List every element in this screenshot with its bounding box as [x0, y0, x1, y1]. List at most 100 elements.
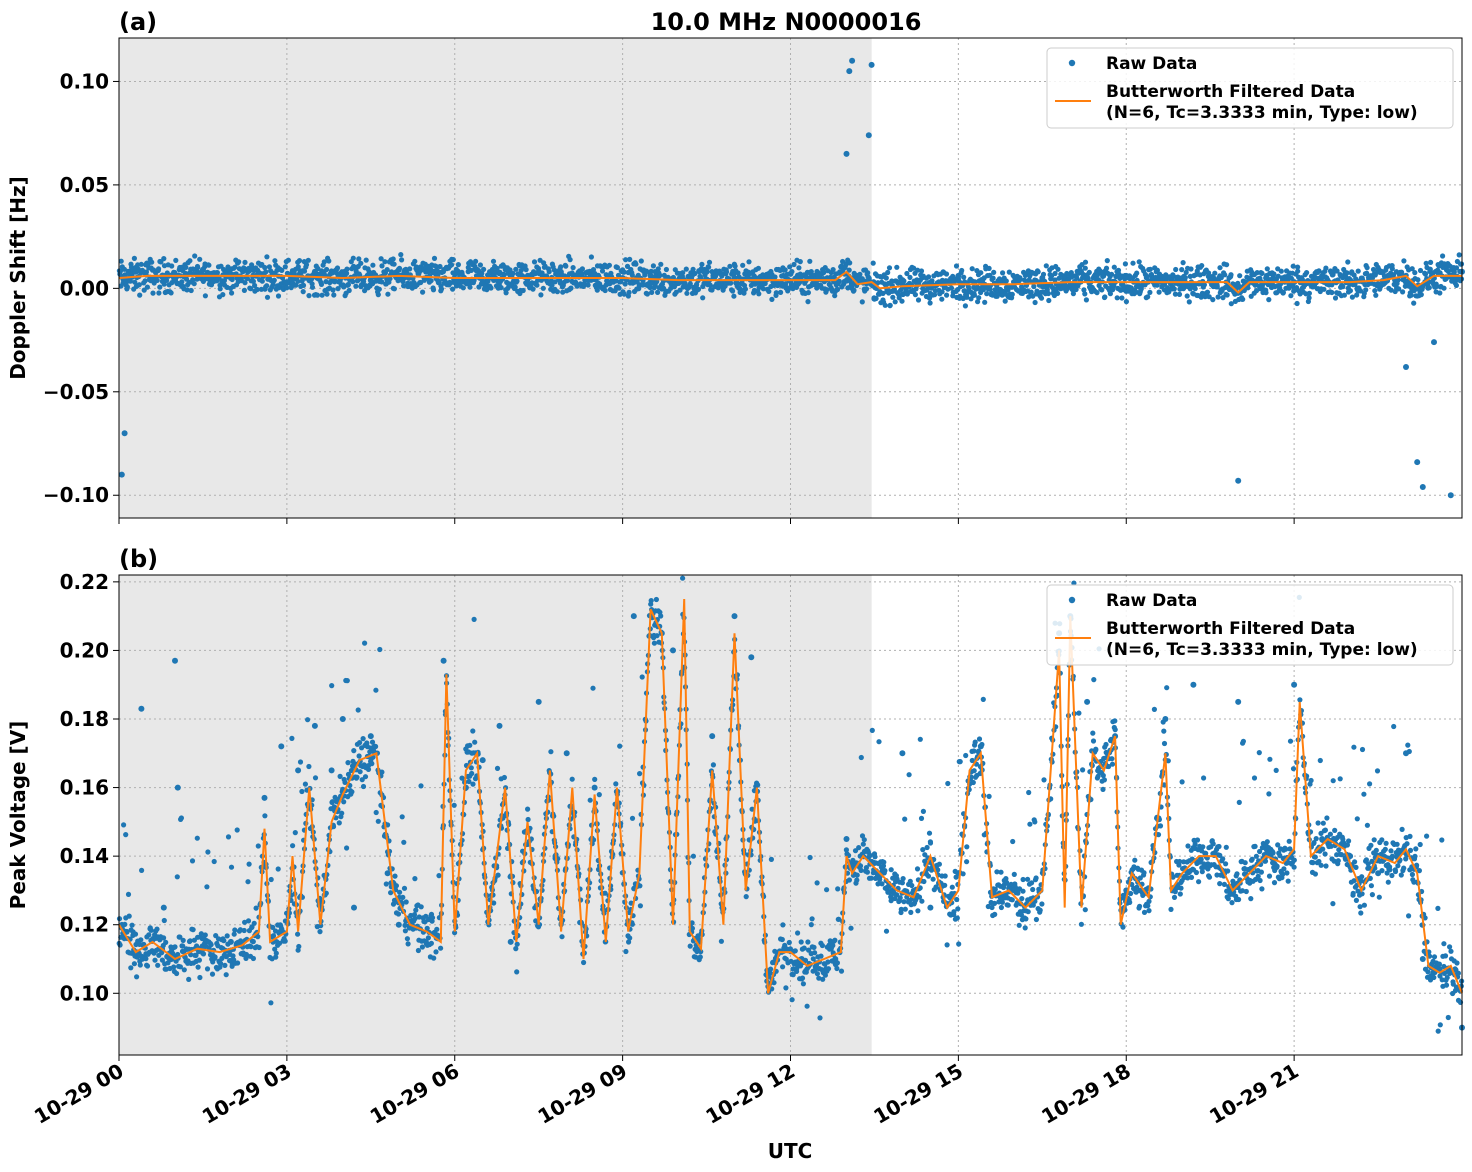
raw-data-point — [629, 921, 636, 927]
raw-data-point — [1401, 258, 1407, 264]
raw-data-point — [1228, 301, 1234, 307]
raw-data-point — [959, 267, 965, 274]
raw-data-point — [1239, 888, 1245, 894]
raw-data-point — [926, 830, 933, 836]
raw-data-point — [132, 268, 139, 275]
raw-data-point — [1091, 677, 1097, 683]
raw-data-point — [1043, 263, 1049, 269]
raw-data-point — [872, 854, 878, 860]
raw-data-point — [1423, 260, 1429, 266]
raw-data-point — [198, 931, 204, 937]
raw-data-point — [1165, 285, 1171, 291]
raw-data-point — [1156, 289, 1162, 295]
raw-data-point — [1204, 289, 1211, 295]
raw-data-point — [512, 284, 518, 290]
raw-data-point — [768, 856, 775, 863]
raw-data-point — [836, 278, 842, 284]
raw-data-point — [1345, 259, 1351, 265]
raw-data-point — [1025, 909, 1031, 915]
raw-data-point — [1210, 841, 1216, 847]
raw-data-point — [199, 266, 206, 273]
raw-data-point — [470, 781, 476, 787]
raw-data-point — [271, 277, 277, 283]
raw-data-point — [124, 284, 130, 290]
raw-data-point — [1161, 740, 1168, 747]
raw-data-point — [1349, 294, 1355, 300]
panel-a-x-ticks — [118, 518, 1295, 524]
raw-data-point — [932, 292, 938, 298]
raw-data-point — [1437, 290, 1443, 296]
raw-data-point — [976, 295, 982, 301]
raw-data-point — [126, 913, 132, 919]
raw-data-point — [193, 952, 199, 959]
raw-data-point — [1100, 772, 1106, 779]
panel-a-filtered-line — [118, 270, 1462, 294]
raw-data-point — [229, 290, 235, 296]
raw-data-point — [916, 894, 923, 900]
raw-data-point — [349, 789, 355, 795]
raw-data-point — [329, 799, 335, 805]
raw-data-point — [425, 935, 431, 941]
raw-data-point — [501, 272, 507, 278]
raw-data-point — [161, 917, 167, 924]
raw-data-point — [471, 277, 477, 283]
raw-data-point — [1106, 763, 1112, 770]
raw-data-point — [296, 943, 302, 950]
raw-data-point — [1080, 767, 1086, 773]
legend-filtered-label: Butterworth Filtered Data — [1106, 82, 1355, 102]
raw-data-point — [592, 776, 598, 783]
raw-data-point — [1090, 738, 1097, 744]
raw-data-point — [467, 284, 473, 290]
raw-data-point — [1263, 290, 1269, 296]
raw-data-point — [854, 877, 860, 883]
raw-data-point — [1259, 886, 1265, 892]
raw-data-point — [451, 270, 458, 277]
raw-data-point — [963, 752, 969, 759]
raw-data-point — [538, 292, 544, 298]
raw-data-point — [1178, 885, 1184, 891]
raw-data-point — [707, 282, 713, 288]
raw-data-point — [285, 257, 291, 263]
raw-data-point — [242, 259, 248, 265]
raw-data-point — [772, 274, 778, 280]
raw-data-point — [680, 270, 686, 276]
raw-data-point — [585, 282, 591, 288]
raw-data-point — [546, 269, 552, 275]
raw-data-point — [514, 969, 520, 975]
raw-data-point — [309, 284, 316, 290]
raw-data-point — [1283, 846, 1289, 852]
raw-data-point — [379, 263, 385, 269]
raw-data-point — [680, 575, 686, 581]
raw-data-point — [337, 773, 343, 780]
raw-data-point — [404, 936, 410, 942]
raw-data-point — [1259, 270, 1265, 276]
raw-data-point — [354, 774, 360, 780]
raw-data-point — [336, 820, 342, 826]
raw-data-point — [791, 261, 797, 268]
raw-data-point — [1122, 261, 1128, 267]
raw-data-point — [697, 954, 703, 960]
raw-data-point — [1137, 903, 1143, 909]
raw-data-point — [1055, 290, 1061, 296]
raw-data-point — [904, 291, 911, 297]
raw-data-point — [899, 880, 906, 886]
raw-data-point — [1415, 277, 1421, 283]
raw-data-point — [1306, 295, 1312, 301]
raw-data-point — [306, 293, 312, 299]
raw-data-point — [399, 814, 405, 820]
raw-data-point — [865, 132, 872, 139]
raw-data-point — [735, 270, 741, 276]
legend-filtered-params: (N=6, Tc=3.3333 min, Type: low) — [1106, 103, 1418, 123]
raw-data-point — [627, 935, 633, 941]
raw-data-point — [295, 264, 301, 270]
raw-data-point — [843, 847, 850, 853]
raw-data-point — [172, 269, 178, 276]
raw-data-point — [1217, 881, 1223, 887]
raw-data-point — [1434, 283, 1440, 289]
raw-data-point — [587, 797, 593, 803]
raw-data-point — [127, 278, 133, 284]
raw-data-point — [1166, 289, 1172, 295]
raw-data-point — [393, 883, 399, 889]
raw-data-point — [692, 270, 698, 277]
raw-data-point — [1076, 710, 1082, 716]
